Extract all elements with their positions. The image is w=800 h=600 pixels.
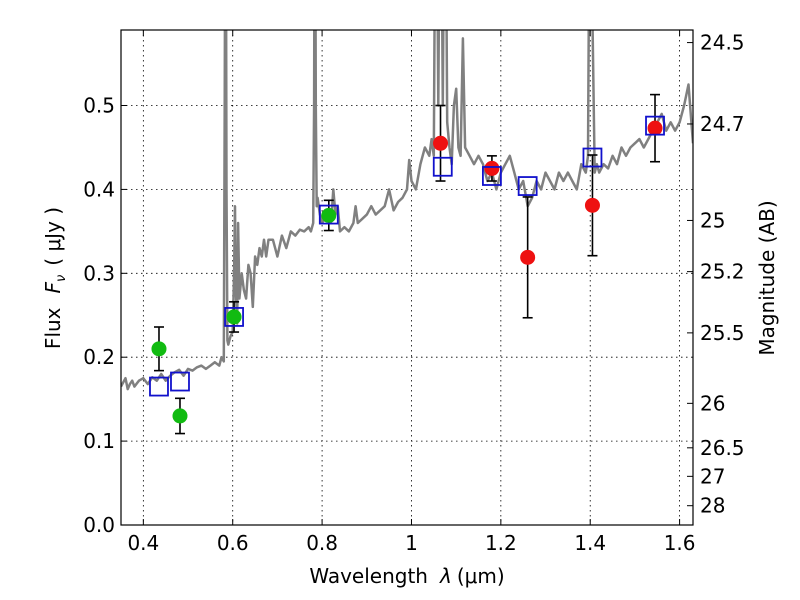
x-tick-label: 0.8 (306, 531, 338, 555)
photometry-point (520, 249, 536, 265)
y2-tick-label: 24.5 (700, 31, 745, 55)
y2-tick-label: 24.7 (700, 112, 745, 136)
y2-tick-label: 26 (700, 391, 725, 415)
y-axis-label: FluxFν( μJy ) (41, 207, 69, 349)
model-square (645, 115, 665, 136)
photometry-points-layer (149, 93, 665, 435)
y2-tick-label: 26.5 (700, 436, 745, 460)
grid-lines (121, 30, 693, 526)
photometry-point (172, 408, 188, 424)
y-tick-label: 0.3 (83, 261, 115, 285)
model-square (170, 371, 190, 392)
model-square (432, 156, 453, 177)
y-tick-label: 0.4 (83, 177, 115, 201)
y2-axis-label: Magnitude (AB) (755, 200, 779, 355)
y-tick-label: 0.5 (83, 94, 115, 118)
y2-tick-label: 25.2 (700, 260, 745, 284)
photometry-point (647, 120, 663, 136)
x-tick-label: 1.4 (574, 531, 606, 555)
y2-tick-label: 25 (700, 208, 725, 232)
x-axis-label: Wavelength λ (μm) (309, 564, 504, 588)
photometry-point (226, 309, 242, 325)
model-square (517, 176, 538, 196)
y-tick-label: 0.0 (83, 513, 115, 537)
model-square (318, 204, 339, 225)
photometry-point (584, 197, 600, 213)
x-tick-label: 0.4 (127, 531, 159, 555)
model-square (149, 376, 169, 397)
tick-labels: 0.4 0.6 0.8 1 1.2 1.4 1.6 0.0 0.1 0.2 0.3 0.4 0.5 24.… (83, 31, 744, 555)
y-tick-label: 0.2 (83, 345, 115, 369)
photometry-point (433, 135, 449, 151)
x-tick-label: 1.6 (664, 531, 696, 555)
model-square (224, 307, 244, 327)
x-tick-label: 1 (405, 531, 418, 555)
y2-tick-label: 25.5 (700, 321, 745, 345)
spectrum-line (121, 30, 693, 391)
y2-tick-label: 28 (700, 494, 725, 518)
model-spectrum-layer (121, 30, 693, 391)
photometry-point (484, 160, 500, 176)
y2-tick-label: 27 (700, 464, 725, 488)
x-tick-label: 0.6 (217, 531, 249, 555)
axis-ticks (121, 30, 693, 526)
y-tick-label: 0.1 (83, 429, 115, 453)
x-tick-label: 1.2 (485, 531, 517, 555)
photometry-point (321, 207, 337, 223)
photometry-point (151, 341, 167, 357)
plot-frame (120, 29, 694, 526)
model-square (582, 147, 603, 168)
model-square (482, 166, 502, 186)
